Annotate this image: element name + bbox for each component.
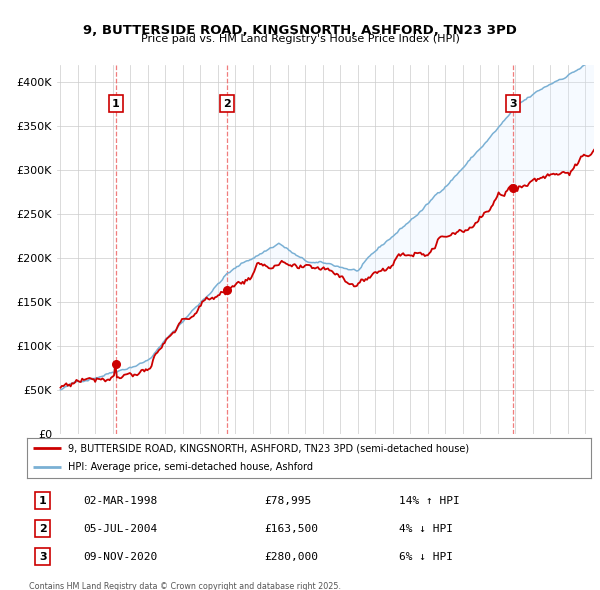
Text: 14% ↑ HPI: 14% ↑ HPI [399,496,460,506]
Text: 1: 1 [39,496,47,506]
Text: 3: 3 [39,552,47,562]
Text: HPI: Average price, semi-detached house, Ashford: HPI: Average price, semi-detached house,… [68,463,313,473]
Text: 2: 2 [39,524,47,533]
Text: Contains HM Land Registry data © Crown copyright and database right 2025.
This d: Contains HM Land Registry data © Crown c… [29,582,341,590]
Text: 09-NOV-2020: 09-NOV-2020 [83,552,158,562]
Text: 9, BUTTERSIDE ROAD, KINGSNORTH, ASHFORD, TN23 3PD: 9, BUTTERSIDE ROAD, KINGSNORTH, ASHFORD,… [83,24,517,37]
Text: 6% ↓ HPI: 6% ↓ HPI [399,552,453,562]
Text: £78,995: £78,995 [264,496,311,506]
Text: 1: 1 [112,99,120,109]
Text: 9, BUTTERSIDE ROAD, KINGSNORTH, ASHFORD, TN23 3PD (semi-detached house): 9, BUTTERSIDE ROAD, KINGSNORTH, ASHFORD,… [68,443,469,453]
Text: 2: 2 [223,99,231,109]
Text: £280,000: £280,000 [264,552,318,562]
Text: 05-JUL-2004: 05-JUL-2004 [83,524,158,533]
Text: £163,500: £163,500 [264,524,318,533]
Text: 4% ↓ HPI: 4% ↓ HPI [399,524,453,533]
Text: 3: 3 [509,99,517,109]
Text: 02-MAR-1998: 02-MAR-1998 [83,496,158,506]
Text: Price paid vs. HM Land Registry's House Price Index (HPI): Price paid vs. HM Land Registry's House … [140,34,460,44]
